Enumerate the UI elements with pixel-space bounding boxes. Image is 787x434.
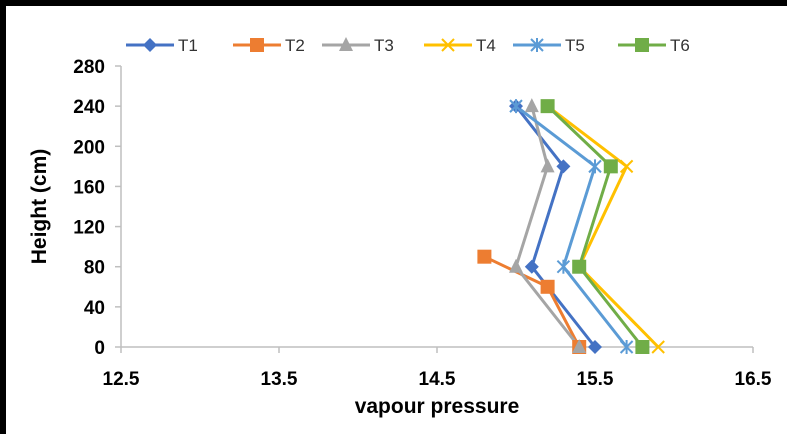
legend-marker (530, 38, 544, 52)
data-point-t4 (651, 340, 665, 354)
legend-item-t3: T3 (322, 36, 394, 55)
legend-marker (339, 37, 353, 51)
series-line-t3 (514, 105, 581, 348)
data-point-t5 (509, 99, 523, 114)
data-point-t6 (603, 159, 618, 174)
y-axis-title: Height (cm) (28, 149, 51, 265)
legend-label: T4 (476, 36, 496, 55)
series-line-t4 (546, 104, 660, 349)
y-tick-label: 200 (73, 137, 105, 158)
legend-label: T1 (178, 36, 198, 55)
y-tick-label: 120 (73, 218, 105, 239)
legend-marker (635, 38, 649, 52)
legend-marker (441, 38, 455, 52)
legend-label: T6 (670, 36, 690, 55)
legend: T1 T2 T3 T4 T5 T6 (126, 36, 690, 55)
data-point-t3 (572, 339, 587, 353)
legend-item-t4: T4 (424, 36, 496, 55)
data-point-t5 (588, 159, 602, 174)
axes (115, 65, 754, 353)
data-point-t5 (556, 259, 571, 274)
legend-item-t6: T6 (618, 36, 690, 55)
series-markers (477, 98, 665, 354)
legend-label: T5 (565, 36, 585, 55)
legend-item-t1: T1 (126, 36, 198, 55)
y-tick-label: 0 (94, 338, 105, 359)
x-tick-label: 12.5 (103, 369, 140, 390)
series-line-t6 (546, 105, 644, 348)
data-point-t3 (540, 158, 555, 173)
data-point-t3 (524, 98, 539, 113)
x-tick-label: 16.5 (735, 369, 772, 390)
legend-label: T3 (374, 36, 394, 55)
series-lines (483, 104, 660, 349)
data-point-t1 (524, 259, 539, 274)
data-point-t6 (572, 259, 587, 274)
data-point-t1 (556, 159, 571, 174)
y-tick-label: 240 (73, 97, 105, 118)
data-point-t2 (540, 279, 555, 294)
y-tick-label: 40 (84, 298, 105, 319)
x-tick-label: 14.5 (419, 369, 456, 390)
legend-marker (143, 38, 157, 52)
data-point-t6 (540, 99, 555, 114)
legend-marker (250, 38, 264, 52)
y-tick-label: 160 (73, 177, 105, 198)
legend-item-t2: T2 (233, 36, 305, 55)
data-point-t1 (588, 340, 602, 354)
y-tick-label: 80 (84, 258, 105, 279)
y-tick-label: 280 (73, 57, 105, 78)
data-point-t5 (619, 340, 634, 354)
series-line-t5 (515, 104, 628, 348)
data-point-t6 (635, 340, 650, 354)
tick-labels: 0 40 80 120 160 200 240 280 12.5 13.5 14.5 15.5 16.5 (73, 57, 772, 390)
x-tick-label: 13.5 (261, 369, 298, 390)
data-point-t4 (619, 159, 634, 174)
x-tick-label: 15.5 (577, 369, 614, 390)
data-point-t2 (477, 249, 492, 264)
x-axis-title: vapour pressure (355, 395, 520, 418)
legend-item-t5: T5 (513, 36, 585, 55)
data-point-t3 (509, 258, 523, 273)
legend-label: T2 (285, 36, 305, 55)
